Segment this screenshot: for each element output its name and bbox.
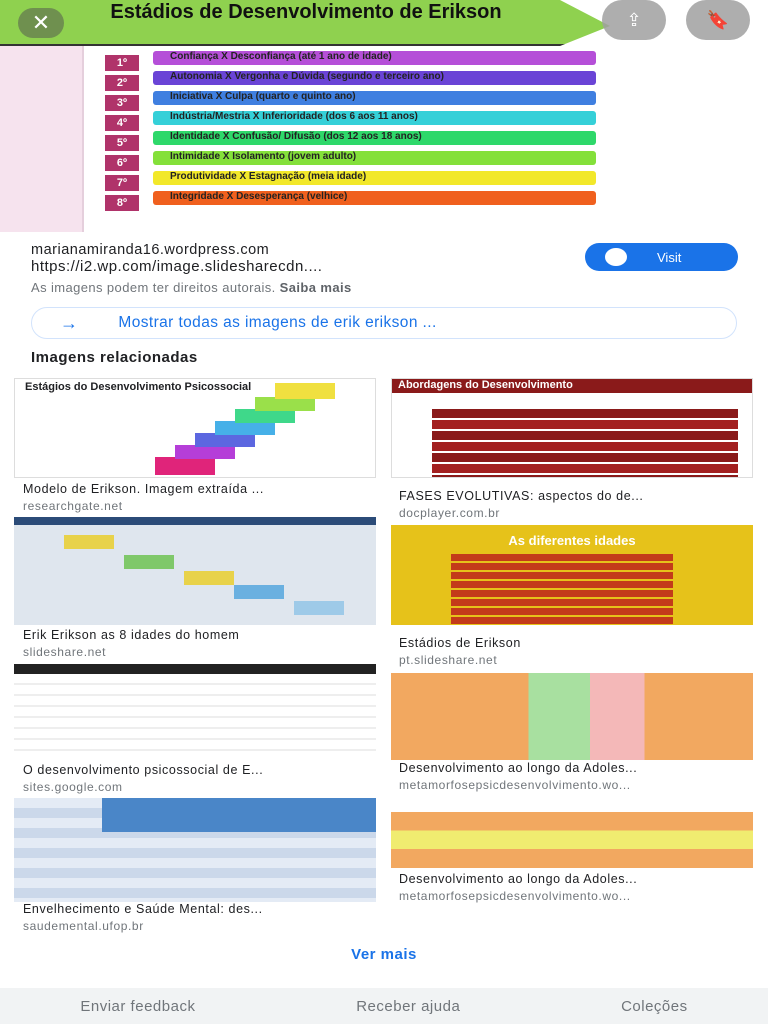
stage-bar: Iniciativa X Culpa (quarto e quinto ano) [153,91,596,105]
related-caption[interactable]: Modelo de Erikson. Imagem extraída ... [23,482,264,496]
slide-title: Estádios de Desenvolvimento de Erikson [110,1,502,23]
stage-number: 5º [105,135,139,151]
stage-row: 2º Autonomia X Vergonha e Dúvida (segundo… [105,71,765,93]
slide-title-banner [0,0,610,46]
related-thumb-3[interactable] [14,517,376,625]
stage-number: 3º [105,95,139,111]
share-icon: ⇪ [626,9,642,30]
related-domain: pt.slideshare.net [399,653,498,667]
main-image[interactable]: 1º Confiança X Desconfiança (até 1 ano de… [0,0,768,232]
related-domain: slideshare.net [23,645,107,659]
bookmark-button[interactable]: 🔖 [686,0,750,40]
send-feedback-link[interactable]: Enviar feedback [80,997,196,1015]
stage-number: 7º [105,175,139,191]
bookmark-icon: 🔖 [706,9,730,30]
thumb-title: As diferentes idades [508,533,636,548]
stage-bar: Integridade X Desesperança (velhice) [153,191,596,205]
related-thumb-5[interactable] [14,664,376,760]
thumb-title: Abordagens do Desenvolvimento [392,379,752,393]
stage-number: 8º [105,195,139,211]
stage-row: 3º Iniciativa X Culpa (quarto e quinto an… [105,91,765,113]
stage-row: 8º Integridade X Desesperança (velhice) [105,191,765,213]
show-all-label: Mostrar todas as imagens de erik erikson… [118,314,437,331]
copyright-text: As imagens podem ter direitos autorais. [31,280,276,295]
related-thumb-2[interactable]: Abordagens do Desenvolvimento [391,378,753,478]
related-domain: metamorfosepsicdesenvolvimento.wo... [399,889,631,903]
stage-bar: Identidade X Confusão/ Difusão (dos 12 a… [153,131,596,145]
copyright-notice: As imagens podem ter direitos autorais. … [31,280,352,295]
footer: Enviar feedback Receber ajuda Coleções [0,988,768,1024]
related-images-heading: Imagens relacionadas [31,349,198,366]
get-help-link[interactable]: Receber ajuda [356,997,461,1015]
related-caption[interactable]: Erik Erikson as 8 idades do homem [23,628,240,642]
share-button[interactable]: ⇪ [602,0,666,40]
related-caption[interactable]: Envelhecimento e Saúde Mental: des... [23,902,263,916]
related-thumb-1[interactable]: Estágios do Desenvolvimento Psicossocial [14,378,376,478]
stage-bar: Produtividade X Estagnação (meia idade) [153,171,596,185]
collections-link[interactable]: Coleções [621,997,688,1015]
visit-label: Visit [657,249,682,265]
source-domain: marianamiranda16.wordpress.com [31,242,270,258]
stage-number: 4º [105,115,139,131]
see-more-button[interactable]: Ver mais [351,946,417,963]
stage-number: 6º [105,155,139,171]
related-caption[interactable]: Estádios de Erikson [399,636,521,650]
thumb-title: Estágios do Desenvolvimento Psicossocial [25,381,252,393]
related-thumb-7[interactable] [14,798,376,902]
related-domain: metamorfosepsicdesenvolvimento.wo... [399,778,631,792]
stage-bar: Autonomia X Vergonha e Dúvida (segundo e… [153,71,596,85]
close-icon: ✕ [31,10,51,35]
source-url[interactable]: https://i2.wp.com/image.slidesharecdn...… [31,258,323,275]
related-thumb-4[interactable]: As diferentes idades [391,525,753,625]
show-all-images-button[interactable]: → Mostrar todas as imagens de erik erikso… [31,307,737,339]
stage-row: 1º Confiança X Desconfiança (até 1 ano de… [105,51,765,73]
stage-row: 7º Produtividade X Estagnação (meia idade… [105,171,765,193]
related-caption[interactable]: O desenvolvimento psicossocial de E... [23,763,264,777]
stage-bar: Indústria/Mestria X Inferioridade (dos 6… [153,111,596,125]
visit-button[interactable]: Visit [585,243,738,271]
stage-bar: Intimidade X Isolamento (jovem adulto) [153,151,596,165]
related-domain: docplayer.com.br [399,506,500,520]
arrow-right-icon: → [60,312,79,333]
related-caption[interactable]: FASES EVOLUTIVAS: aspectos do de... [399,489,644,503]
related-thumb-8[interactable] [391,812,753,868]
stage-row: 5º Identidade X Confusão/ Difusão (dos 12… [105,131,765,153]
stage-bar: Confiança X Desconfiança (até 1 ano de i… [153,51,596,65]
stage-number: 2º [105,75,139,91]
globe-icon [605,248,627,266]
related-thumb-6[interactable] [391,673,753,760]
related-domain: saudemental.ufop.br [23,919,144,933]
close-button[interactable]: ✕ [18,8,64,38]
stage-row: 6º Intimidade X Isolamento (jovem adulto) [105,151,765,173]
stage-row: 4º Indústria/Mestria X Inferioridade (dos… [105,111,765,133]
related-caption[interactable]: Desenvolvimento ao longo da Adoles... [399,872,638,886]
learn-more-link[interactable]: Saiba mais [279,280,352,295]
stage-number: 1º [105,55,139,71]
related-domain: sites.google.com [23,780,123,794]
related-domain: researchgate.net [23,499,123,513]
related-caption[interactable]: Desenvolvimento ao longo da Adoles... [399,761,638,775]
